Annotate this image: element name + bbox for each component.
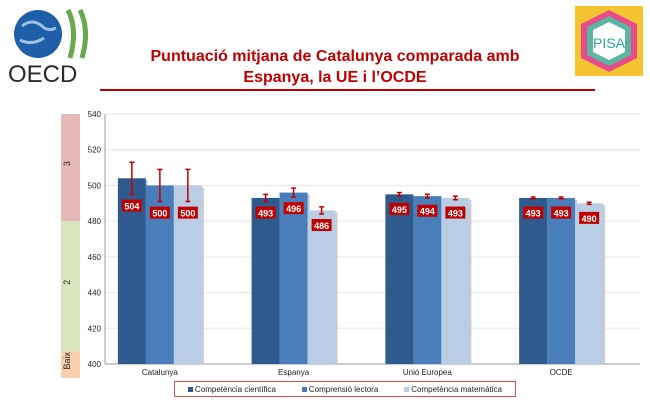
legend: Competència científica Comprensió lector… <box>174 381 516 397</box>
data-label: 493 <box>554 209 569 219</box>
data-label: 494 <box>420 207 435 217</box>
data-label: 500 <box>180 209 195 219</box>
data-label: 504 <box>124 201 139 211</box>
data-label-bg <box>579 211 600 224</box>
data-label: 486 <box>314 221 329 231</box>
oecd-logo: OECD <box>8 8 88 86</box>
bar <box>547 197 576 364</box>
y-tick-label: 540 <box>88 110 102 119</box>
level-band <box>61 221 80 352</box>
data-label-bg <box>389 202 410 215</box>
bar <box>441 197 470 364</box>
data-label: 490 <box>582 214 597 224</box>
level-band <box>61 351 80 378</box>
data-label-bg <box>551 206 572 219</box>
data-label: 493 <box>526 209 541 219</box>
page-title: Puntuació mitjana de Catalunya comparada… <box>110 46 560 88</box>
data-label: 495 <box>392 205 407 215</box>
x-tick-label: OCDE <box>550 368 573 377</box>
data-label-bg <box>283 202 304 215</box>
data-label-bg <box>255 206 276 219</box>
y-tick-label: 420 <box>88 324 102 333</box>
y-tick-label: 500 <box>88 181 102 190</box>
y-tick-label: 460 <box>88 253 102 262</box>
bar <box>307 210 336 364</box>
legend-item: Competència científica <box>187 385 276 394</box>
bar <box>519 197 548 364</box>
x-tick-label: Unió Europea <box>403 368 452 377</box>
data-label: 496 <box>286 204 301 214</box>
level-band-label: 3 <box>62 161 72 166</box>
bar <box>413 196 442 364</box>
svg-text:OECD: OECD <box>8 61 77 86</box>
data-label-bg <box>311 219 332 232</box>
bar <box>279 192 308 364</box>
data-label-bg <box>149 206 170 219</box>
data-label-bg <box>523 206 544 219</box>
data-label-bg <box>417 204 438 217</box>
title-line-1: Puntuació mitjana de Catalunya comparada… <box>150 48 520 65</box>
pisa-logo: PISA <box>575 6 643 76</box>
y-tick-label: 520 <box>88 146 102 155</box>
level-band-label: 2 <box>62 280 72 285</box>
level-band <box>61 114 80 222</box>
y-tick-label: 440 <box>88 289 102 298</box>
title-divider <box>100 89 595 91</box>
bar <box>575 203 604 364</box>
data-label-bg <box>445 206 466 219</box>
legend-item: Competència matemàtica <box>404 385 502 394</box>
level-band-label: Baix <box>62 352 72 370</box>
data-label-bg <box>121 199 142 212</box>
svg-text:PISA: PISA <box>593 35 626 51</box>
data-label: 493 <box>448 209 463 219</box>
y-tick-label: 400 <box>88 360 102 369</box>
data-label: 493 <box>258 209 273 219</box>
bar <box>385 194 414 364</box>
bar <box>251 197 280 364</box>
legend-item: Comprensió lectora <box>301 385 378 394</box>
title-line-2: Espanya, la UE i l’OCDE <box>243 69 427 86</box>
x-tick-label: Catalunya <box>142 368 179 377</box>
x-tick-label: Espanya <box>278 368 310 377</box>
data-label-bg <box>177 206 198 219</box>
data-label: 500 <box>152 209 167 219</box>
y-tick-label: 480 <box>88 217 102 226</box>
